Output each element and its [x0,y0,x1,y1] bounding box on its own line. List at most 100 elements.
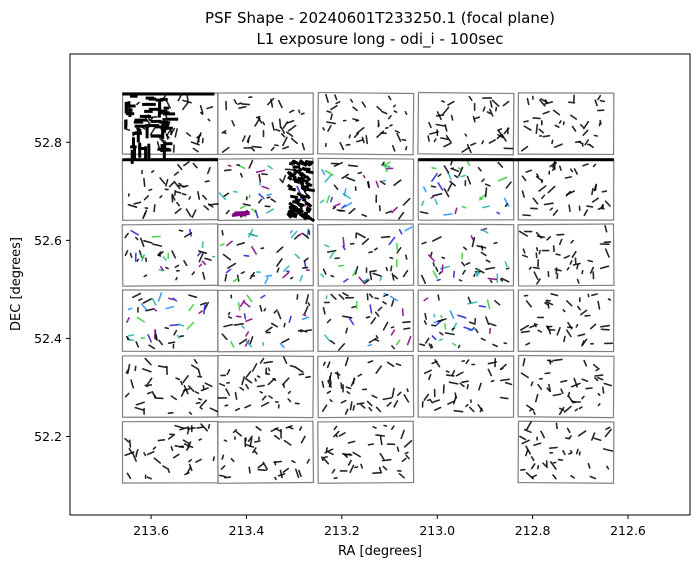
ccd-frame [417,355,515,418]
psf-whisker [546,387,551,392]
psf-whisker [145,308,154,312]
psf-whisker [287,398,292,403]
psf-whisker [468,406,475,413]
psf-whisker [225,388,231,396]
psf-whisker [396,247,402,254]
psf-whisker [465,359,470,365]
psf-whisker [521,190,525,198]
saturated-whisker [306,187,316,193]
psf-whisker [577,333,586,337]
psf-whisker [562,309,566,313]
psf-whisker [461,261,466,267]
psf-whisker [274,427,282,433]
psf-whisker [232,277,239,283]
psf-whisker [168,181,175,188]
psf-whisker [199,105,204,114]
psf-whisker [534,393,539,403]
psf-whisker [143,239,153,244]
psf-whisker [165,99,171,109]
psf-whisker [385,210,393,214]
psf-whisker [190,141,200,146]
psf-whisker [196,426,204,429]
psf-whisker [274,476,277,481]
psf-whisker [588,144,594,149]
psf-whisker [536,278,541,285]
psf-whisker [427,135,430,142]
psf-whisker [346,390,351,395]
psf-whisker [360,463,364,469]
psf-whisker [243,312,247,320]
psf-whisker [420,200,425,206]
psf-whisker [395,242,399,251]
psf-whisker [203,304,206,315]
psf-whisker [287,390,292,395]
psf-whisker [589,323,597,330]
psf-whisker [473,116,481,120]
psf-whisker [188,294,198,299]
psf-whisker [143,452,147,457]
psf-whisker [458,279,463,282]
psf-whisker [552,358,563,362]
psf-whisker [177,94,182,102]
saturated-whisker [305,193,311,200]
psf-whisker [367,180,371,189]
psf-whisker [246,294,253,303]
psf-whisker [522,248,526,254]
psf-whisker [291,459,296,464]
psf-whisker [368,406,373,412]
psf-whisker [333,430,340,438]
psf-whisker [297,329,303,333]
psf-whisker [263,360,274,364]
psf-whisker [461,205,467,209]
psf-whisker [591,293,598,297]
psf-whisker [162,256,167,261]
psf-whisker [303,260,307,269]
ccd-frame [216,157,315,221]
psf-whisker [369,269,377,273]
psf-whisker [564,176,573,179]
psf-whisker [432,193,443,197]
psf-whisker [468,321,476,325]
psf-whisker [182,375,189,384]
psf-whisker [547,185,556,194]
psf-whisker [401,457,407,463]
psf-whisker [179,426,190,431]
psf-whisker [393,400,399,408]
psf-whisker [267,377,276,386]
psf-whisker [449,180,457,187]
psf-whisker [468,95,473,101]
psf-whisker [522,214,531,217]
psf-whisker [376,106,382,112]
psf-whisker [194,391,200,395]
saturated-whisker [305,208,311,214]
psf-whisker [505,181,512,189]
psf-whisker [575,323,579,328]
psf-whisker [289,276,294,280]
psf-whisker [390,326,395,329]
psf-whisker [320,456,324,462]
psf-whisker [387,115,392,120]
psf-whisker [175,276,178,281]
x-axis-ticks: 213.6 213.4 213.2 213.0 212.8 212.6 [133,515,646,538]
psf-whisker [500,367,504,371]
psf-whisker [140,254,145,259]
psf-whisker [538,185,547,192]
psf-whisker [336,371,340,380]
psf-whisker [520,372,530,379]
psf-whisker [197,191,201,200]
psf-whisker [438,271,442,275]
psf-whisker [254,377,257,382]
psf-whisker [260,294,266,299]
psf-whisker [587,293,590,298]
psf-whisker [566,427,571,434]
psf-whisker [345,327,349,334]
psf-whisker [135,341,140,348]
psf-whisker [267,367,271,372]
psf-whisker [536,464,540,470]
psf-whisker [277,473,286,477]
psf-whisker [551,162,557,168]
psf-whisker [553,143,563,148]
psf-whisker [486,299,491,310]
psf-whisker [434,359,441,368]
psf-whisker [128,439,132,448]
